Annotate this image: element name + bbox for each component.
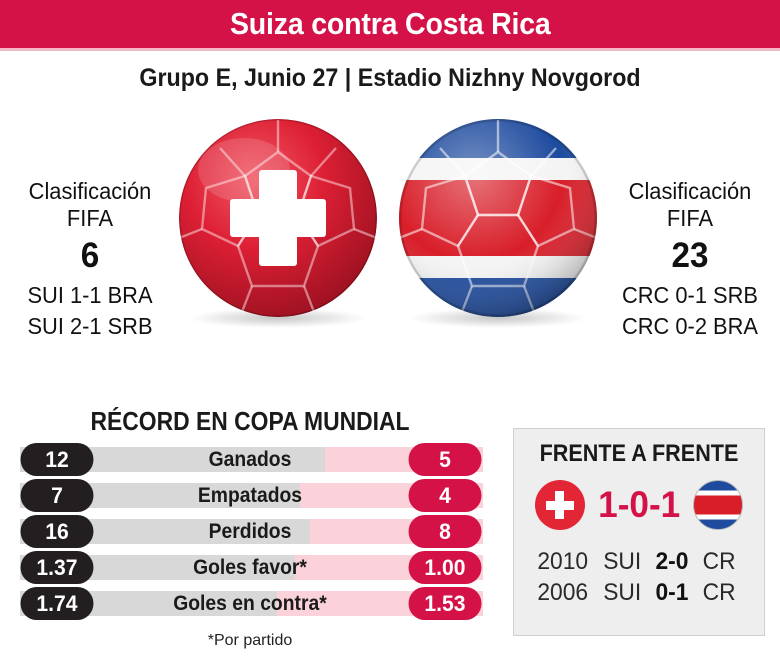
rank-label-right-line2: FIFA [666, 205, 714, 231]
record-row-label: Goles en contra* [173, 591, 327, 615]
recent-result-right-1: CRC 0-1 SRB [622, 282, 758, 308]
record-value-left: 16 [20, 515, 94, 548]
record-row: 16 Perdidos 8 [0, 515, 500, 548]
record-row: 12 Ganados 5 [0, 443, 500, 476]
head-to-head-title: FRENTE A FRENTE [539, 440, 739, 467]
recent-result-left-2: SUI 2-1 SRB [27, 313, 153, 339]
record-value-left: 7 [20, 479, 94, 512]
record-value-right: 1.53 [408, 587, 482, 620]
ball-shadow-left [188, 308, 368, 328]
record-rows: 12 Ganados 5 7 Empatados 4 16 Perdidos 8 1.37 Gole… [0, 443, 500, 623]
record-value-right: 4 [408, 479, 482, 512]
costa-rica-flag-icon [693, 480, 744, 530]
match-subtitle: Grupo E, Junio 27 | Estadio Nizhny Novgo… [139, 64, 641, 92]
recent-result-left-1: SUI 1-1 BRA [27, 282, 153, 308]
swiss-flag-icon [534, 480, 585, 530]
head-to-head-match-row: 2010 SUI 2-0 CR [537, 546, 740, 577]
record-row: 7 Empatados 4 [0, 479, 500, 512]
record-value-left: 12 [20, 443, 94, 476]
record-row: 1.37 Goles favor* 1.00 [0, 551, 500, 584]
head-to-head-record: 1-0-1 [597, 484, 681, 525]
head-to-head-summary: 1-0-1 [514, 480, 764, 530]
header-divider [0, 48, 780, 51]
record-section-title: RÉCORD EN COPA MUNDIAL [90, 406, 410, 436]
match-home-team: SUI [603, 579, 642, 606]
ball-shadow-right [408, 308, 588, 328]
match-away-team: CR [702, 579, 736, 606]
match-year: 2010 [537, 548, 589, 575]
recent-result-right-2: CRC 0-2 BRA [622, 313, 758, 339]
rank-label-left-line1: Clasificación [28, 178, 152, 204]
record-value-right: 5 [408, 443, 482, 476]
match-year: 2006 [537, 579, 589, 606]
record-row-label: Empatados [197, 483, 303, 507]
head-to-head-match-row: 2006 SUI 0-1 CR [537, 577, 740, 608]
record-row: 1.74 Goles en contra* 1.53 [0, 587, 500, 620]
page-title: Suiza contra Costa Rica [229, 6, 551, 41]
record-footnote: *Por partido [207, 632, 293, 649]
record-value-left: 1.37 [20, 551, 94, 584]
rank-value-right: 23 [671, 236, 709, 275]
head-to-head-box: FRENTE A FRENTE 1-0-1 2010 SUI 2-0 CR 2006 SU… [513, 428, 765, 636]
match-away-team: CR [702, 548, 736, 575]
rank-label-right-line1: Clasificación [628, 178, 752, 204]
record-row-label: Perdidos [208, 519, 292, 543]
record-value-right: 1.00 [408, 551, 482, 584]
record-value-left: 1.74 [20, 587, 94, 620]
head-to-head-match-list: 2010 SUI 2-0 CR 2006 SUI 0-1 CR [514, 546, 764, 608]
header-bar: Suiza contra Costa Rica [0, 0, 780, 48]
rank-value-left: 6 [80, 236, 100, 275]
record-value-right: 8 [408, 515, 482, 548]
match-score: 0-1 [655, 579, 689, 606]
costa-rica-flag-ball-icon [398, 118, 598, 318]
record-row-label: Goles favor* [193, 555, 307, 579]
swiss-flag-ball-icon [178, 118, 378, 318]
rank-label-left-line2: FIFA [66, 205, 114, 231]
record-row-label: Ganados [208, 447, 292, 471]
swiss-cross-horizontal [545, 500, 574, 510]
rank-block-right: Clasificación FIFA 23 CRC 0-1 SRB CRC 0-… [604, 178, 776, 342]
match-home-team: SUI [603, 548, 642, 575]
match-score: 2-0 [655, 548, 689, 575]
rank-block-left: Clasificación FIFA 6 SUI 1-1 BRA SUI 2-1… [4, 178, 176, 342]
